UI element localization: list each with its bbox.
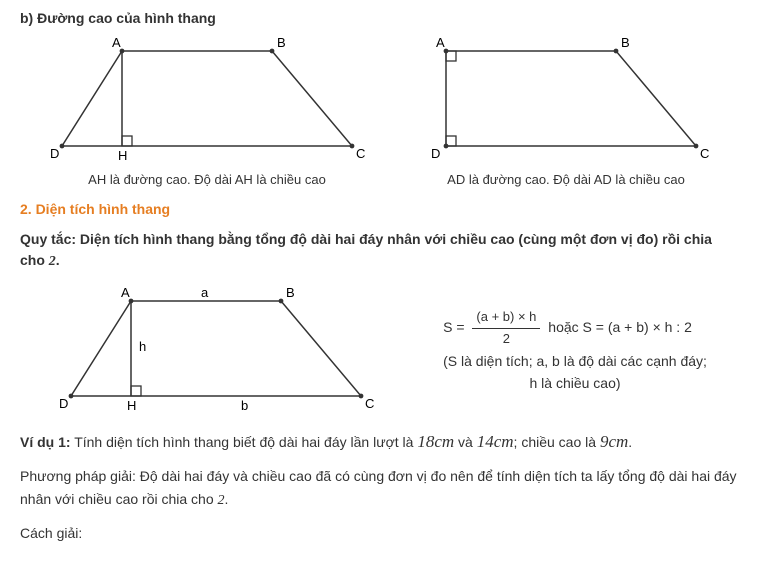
label-b: b [241, 398, 248, 413]
figure-formula-row: A B C D H a b h S = (a + b) × h 2 hoặc S… [20, 286, 738, 416]
formula-legend-1: (S là diện tích; a, b là độ dài các cạnh… [443, 350, 707, 372]
trapezoid-AH: A B C D H [42, 36, 372, 166]
method-two: 2 [218, 493, 225, 508]
label-h: h [139, 339, 146, 354]
figure-1: A B C D H AH là đường cao. Độ dài AH là … [42, 36, 372, 187]
label-a: a [201, 286, 209, 300]
ex1-v2: 14cm [477, 432, 514, 451]
method-pre: Phương pháp giải: Độ dài hai đáy và chiề… [20, 468, 737, 506]
formula-box: S = (a + b) × h 2 hoặc S = (a + b) × h :… [443, 307, 707, 394]
example-1: Ví dụ 1: Tính diện tích hình thang biết … [20, 428, 738, 455]
method-text: Phương pháp giải: Độ dài hai đáy và chiề… [20, 465, 738, 512]
label-C2: C [700, 146, 709, 161]
solve-label: Cách giải: [20, 522, 738, 544]
method-end: . [225, 491, 229, 507]
label-A2: A [436, 36, 445, 50]
label-D2: D [431, 146, 440, 161]
formula-or: hoặc [548, 319, 582, 335]
ex1-v3: 9cm [600, 432, 628, 451]
formula-line: S = (a + b) × h 2 hoặc S = (a + b) × h :… [443, 307, 707, 350]
label-A3: A [121, 286, 130, 300]
trapezoid-abh: A B C D H a b h [51, 286, 381, 416]
rule-suffix: . [56, 252, 60, 268]
formula-legend-2: h là chiều cao) [443, 372, 707, 394]
figure-3: A B C D H a b h [51, 286, 381, 416]
fraction: (a + b) × h 2 [472, 307, 540, 350]
ex1-v1: 18cm [417, 432, 454, 451]
label-B2: B [621, 36, 630, 50]
rule-two: 2 [49, 254, 56, 269]
label-C3: C [365, 396, 374, 411]
section-2-heading: 2. Diện tích hình thang [20, 201, 738, 217]
frac-den: 2 [472, 329, 540, 350]
formula-alt: S = (a + b) × h : 2 [583, 319, 692, 335]
label-H: H [118, 148, 127, 163]
section-b-heading: b) Đường cao của hình thang [20, 10, 738, 26]
trapezoid-AD: A B C D [416, 36, 716, 166]
label-D3: D [59, 396, 68, 411]
ex1-pre: Tính diện tích hình thang biết độ dài ha… [71, 434, 418, 450]
ex1-mid2: ; chiều cao là [514, 434, 600, 450]
figure-1-caption: AH là đường cao. Độ dài AH là chiều cao [88, 172, 326, 187]
label-A: A [112, 36, 121, 50]
ex1-end: . [628, 434, 632, 450]
frac-num: (a + b) × h [472, 307, 540, 329]
label-D: D [50, 146, 59, 161]
figure-2-caption: AD là đường cao. Độ dài AD là chiều cao [447, 172, 685, 187]
label-H3: H [127, 398, 136, 413]
figure-row-1: A B C D H AH là đường cao. Độ dài AH là … [20, 36, 738, 187]
label-B3: B [286, 286, 295, 300]
label-C: C [356, 146, 365, 161]
rule-text: Quy tắc: Diện tích hình thang bằng tổng … [20, 229, 738, 272]
example-1-label: Ví dụ 1: [20, 434, 71, 450]
rule-prefix: Quy tắc: Diện tích hình thang bằng tổng … [20, 231, 712, 268]
figure-2: A B C D AD là đường cao. Độ dài AD là ch… [416, 36, 716, 187]
label-B: B [277, 36, 286, 50]
s-eq: S = [443, 319, 464, 335]
ex1-mid1: và [454, 434, 477, 450]
